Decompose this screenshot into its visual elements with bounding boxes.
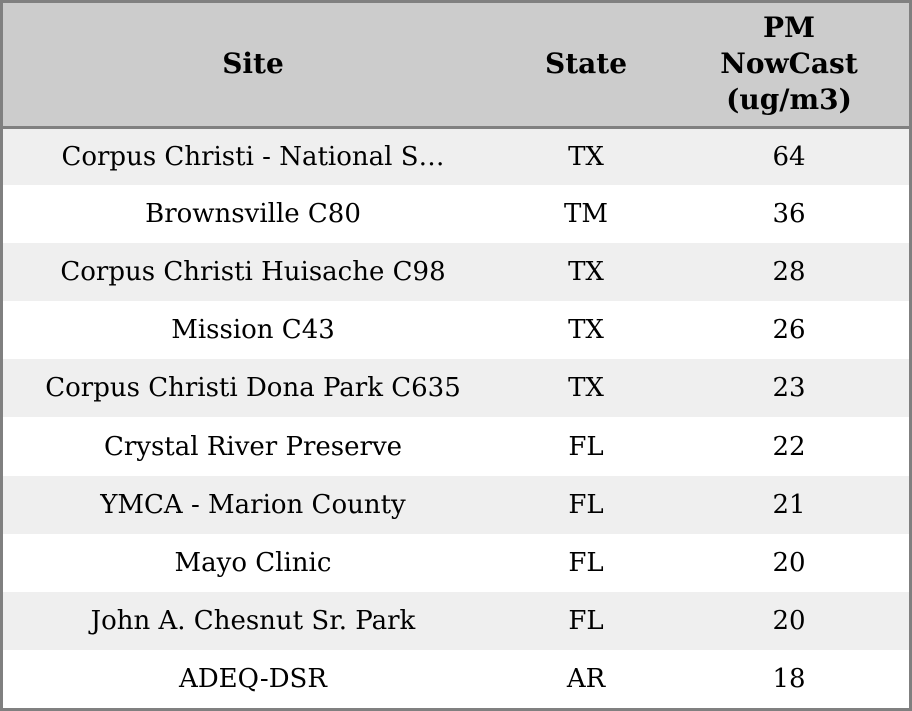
table-row[interactable]: John A. Chesnut Sr. Park FL 20 [3, 591, 909, 650]
site-cell: YMCA - Marion County [100, 489, 406, 520]
site-cell: Corpus Christi Huisache C98 [60, 257, 446, 288]
table-row[interactable]: Corpus Christi Huisache C98 TX 28 [3, 243, 909, 302]
pm-nowcast-cell: 22 [772, 431, 806, 462]
pm-nowcast-cell: 36 [772, 199, 806, 230]
column-header-pm-nowcast[interactable]: PM NowCast (ug/m3) [669, 3, 909, 129]
table-row[interactable]: Corpus Christi Dona Park C635 TX 23 [3, 359, 909, 418]
table-header: Site State PM NowCast (ug/m3) [3, 3, 909, 129]
site-cell: Mission C43 [171, 315, 335, 346]
state-cell: FL [568, 547, 604, 578]
site-cell: John A. Chesnut Sr. Park [90, 605, 416, 636]
site-cell: Corpus Christi Dona Park C635 [45, 373, 461, 404]
header-row: Site State PM NowCast (ug/m3) [3, 3, 909, 129]
pm-nowcast-table: Site State PM NowCast (ug/m3) Corpus Chr… [3, 3, 909, 708]
table-row[interactable]: Brownsville C80 TM 36 [3, 185, 909, 244]
site-cell: Mayo Clinic [174, 547, 332, 578]
pm-nowcast-cell: 21 [772, 489, 806, 520]
table-body: Corpus Christi - National S… TX 64 Brown… [3, 127, 909, 708]
state-cell: TX [568, 257, 604, 288]
state-cell: FL [568, 489, 604, 520]
table-row[interactable]: Corpus Christi - National S… TX 64 [3, 127, 909, 186]
pm-nowcast-cell: 26 [772, 315, 806, 346]
pm-nowcast-cell: 20 [772, 547, 806, 578]
site-cell: ADEQ-DSR [179, 663, 327, 694]
state-cell: FL [568, 605, 604, 636]
table-row[interactable]: Crystal River Preserve FL 22 [3, 417, 909, 476]
state-cell: FL [568, 431, 604, 462]
table-row[interactable]: ADEQ-DSR AR 18 [3, 649, 909, 708]
pm-nowcast-cell: 64 [772, 141, 806, 172]
site-cell: Brownsville C80 [145, 199, 361, 230]
pm-nowcast-cell: 18 [772, 663, 806, 694]
column-header-site[interactable]: Site [3, 3, 503, 129]
site-cell: Crystal River Preserve [103, 431, 403, 462]
column-header-pm-nowcast-label: PM NowCast (ug/m3) [720, 10, 858, 117]
state-cell: AR [566, 663, 606, 694]
pm-nowcast-cell: 23 [772, 373, 806, 404]
state-cell: TX [568, 373, 604, 404]
table-row[interactable]: Mission C43 TX 26 [3, 301, 909, 360]
state-cell: TX [568, 315, 604, 346]
state-cell: TX [568, 141, 604, 172]
site-cell: Corpus Christi - National S… [61, 141, 445, 172]
pm-nowcast-cell: 20 [772, 605, 806, 636]
table-row[interactable]: Mayo Clinic FL 20 [3, 533, 909, 592]
state-cell: TM [564, 199, 608, 230]
column-header-state[interactable]: State [503, 3, 669, 129]
table-row[interactable]: YMCA - Marion County FL 21 [3, 475, 909, 534]
pm-nowcast-cell: 28 [772, 257, 806, 288]
